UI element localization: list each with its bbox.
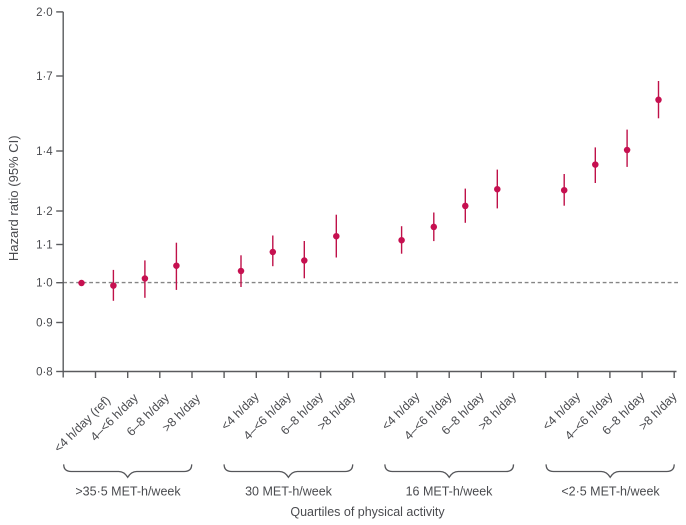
svg-text:1·7: 1·7	[36, 71, 53, 83]
svg-text:1·4: 1·4	[36, 146, 53, 158]
svg-text:0·9: 0·9	[36, 318, 53, 330]
svg-text:>35·5 MET-h/week: >35·5 MET-h/week	[75, 485, 181, 499]
svg-text:Quartiles of physical activity: Quartiles of physical activity	[290, 505, 445, 519]
svg-text:1·2: 1·2	[36, 206, 53, 218]
svg-text:2·0: 2·0	[36, 7, 53, 19]
svg-text:1·0: 1·0	[36, 278, 53, 290]
svg-text:0·8: 0·8	[36, 367, 53, 379]
svg-text:30 MET-h/week: 30 MET-h/week	[245, 485, 333, 499]
svg-text:<2·5 MET-h/week: <2·5 MET-h/week	[561, 485, 660, 499]
svg-text:Hazard ratio (95% CI): Hazard ratio (95% CI)	[6, 135, 21, 261]
svg-text:1·1: 1·1	[36, 240, 53, 252]
svg-text:16 MET-h/week: 16 MET-h/week	[406, 485, 494, 499]
